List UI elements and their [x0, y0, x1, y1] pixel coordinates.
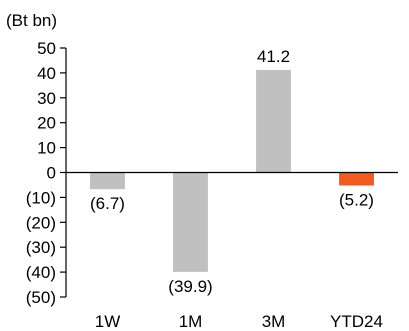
y-tick-label: (30) — [26, 238, 56, 257]
data-label-3m: 41.2 — [257, 47, 290, 66]
y-tick-label: (20) — [26, 213, 56, 232]
y-tick-label: 10 — [37, 139, 56, 158]
y-tick-label: 30 — [37, 89, 56, 108]
data-label-1w: (6.7) — [90, 194, 125, 213]
data-label-ytd24: (5.2) — [339, 190, 374, 209]
y-tick-label: 20 — [37, 114, 56, 133]
y-tick-label: 40 — [37, 64, 56, 83]
y-tick-label: 0 — [47, 164, 56, 183]
y-tick-label: 50 — [37, 39, 56, 58]
bars — [90, 69, 374, 272]
y-tick-label: (10) — [26, 188, 56, 207]
x-tick-label-1m: 1M — [179, 312, 203, 331]
bar-3m — [256, 69, 291, 173]
x-tick-label-1w: 1W — [95, 312, 121, 331]
bar-1w — [90, 172, 125, 190]
bar-1m — [173, 172, 208, 272]
y-tick-label: (50) — [26, 288, 56, 307]
x-tick-label-ytd24: YTD24 — [330, 312, 383, 331]
y-axis: 50 40 30 20 10 0 (10) (20) (30) (40) (50) — [26, 39, 67, 307]
bar-ytd24 — [339, 172, 374, 186]
x-tick-label-3m: 3M — [262, 312, 286, 331]
data-label-1m: (39.9) — [168, 277, 212, 296]
data-labels: (6.7) (39.9) 41.2 (5.2) — [90, 47, 374, 296]
unit-label: (Bt bn) — [6, 11, 57, 30]
y-tick-label: (40) — [26, 263, 56, 282]
x-axis-labels: 1W 1M 3M YTD24 — [95, 312, 383, 331]
